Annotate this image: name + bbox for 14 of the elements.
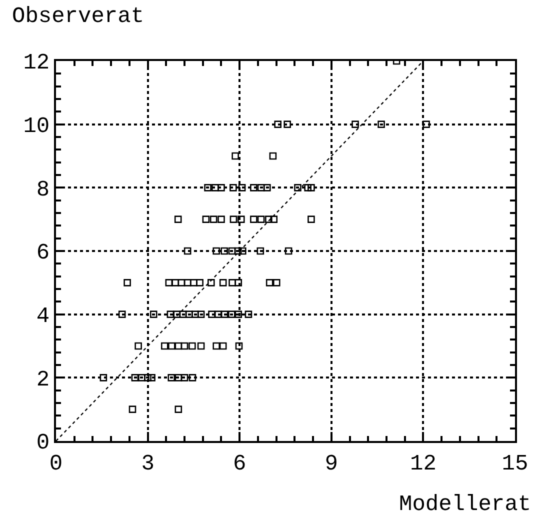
y-tick-label: 12 bbox=[23, 50, 50, 76]
y-tick-label: 6 bbox=[36, 240, 50, 266]
y-tick-label: 0 bbox=[36, 430, 50, 456]
x-tick-label: 15 bbox=[502, 451, 528, 476]
y-tick-label: 8 bbox=[36, 177, 50, 202]
x-tick-label: 9 bbox=[324, 451, 338, 476]
y-tick-label: 4 bbox=[36, 304, 50, 330]
x-tick-label: 6 bbox=[233, 451, 246, 476]
x-tick-label: 12 bbox=[410, 451, 436, 476]
y-axis-title: Observerat bbox=[12, 4, 144, 29]
y-tick-label: 10 bbox=[23, 114, 50, 140]
x-tick-label: 3 bbox=[141, 451, 154, 476]
x-axis-title: Modellerat bbox=[399, 492, 532, 511]
y-tick-label: 2 bbox=[36, 367, 50, 392]
